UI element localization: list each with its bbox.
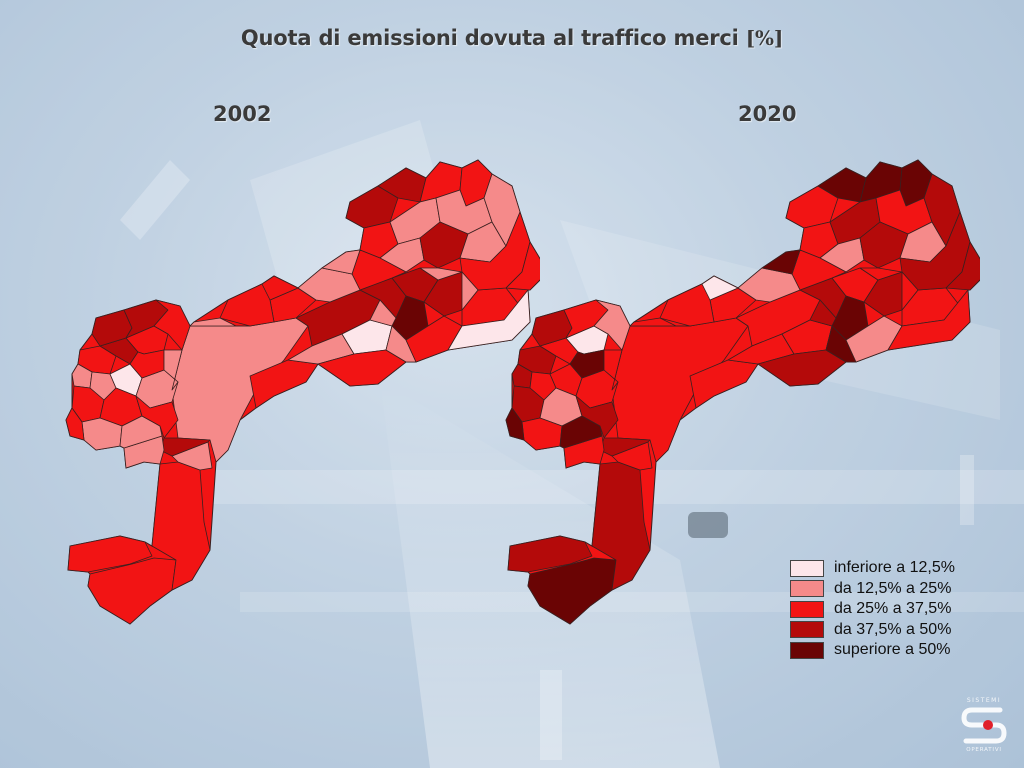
municipality-region: [887, 289, 971, 351]
legend-label: inferiore a 12,5%: [834, 559, 955, 577]
municipality-region: [629, 317, 691, 327]
municipality-region: [945, 241, 989, 291]
map-legend: inferiore a 12,5% da 12,5% a 25% da 25% …: [790, 558, 990, 661]
municipality-region: [901, 271, 919, 311]
legend-label: da 12,5% a 25%: [834, 579, 952, 597]
municipality-region: [321, 249, 361, 275]
legend-swatch: [790, 580, 824, 598]
choropleth-map-2020: [500, 150, 989, 630]
map-title-unit: [%]: [745, 26, 784, 50]
map-2020-svg: [505, 159, 989, 625]
municipality-region: [219, 283, 275, 327]
municipality-region: [659, 283, 715, 327]
legend-swatch: [790, 641, 824, 659]
svg-text:OPERATIVI: OPERATIVI: [966, 747, 1002, 753]
legend-swatch: [790, 621, 824, 639]
municipality-region: [461, 271, 479, 311]
municipality-region: [505, 407, 525, 441]
municipality-region: [575, 395, 619, 439]
legend-swatch: [790, 559, 824, 577]
municipality-region: [603, 349, 623, 391]
legend-item: inferiore a 12,5%: [790, 558, 990, 579]
municipality-region: [593, 299, 631, 351]
municipality-region: [153, 299, 191, 351]
legend-label: da 25% a 37,5%: [834, 600, 952, 618]
municipality-region: [447, 289, 531, 351]
legend-item: da 25% a 37,5%: [790, 599, 990, 620]
legend-label: superiore a 50%: [834, 641, 951, 659]
municipality-region: [419, 267, 463, 281]
municipality-region: [385, 325, 417, 363]
year-label-2020: 2020: [738, 102, 797, 126]
municipality-region: [163, 349, 183, 391]
municipality-region: [135, 395, 179, 439]
legend-label: da 37,5% a 50%: [834, 620, 952, 638]
map-2002-svg: [65, 159, 549, 625]
svg-text:SISTEMI: SISTEMI: [967, 697, 1001, 704]
municipality-region: [87, 557, 177, 625]
municipality-region: [527, 557, 617, 625]
municipality-region: [65, 407, 85, 441]
choropleth-map-2002: [60, 150, 549, 630]
municipality-region: [591, 461, 651, 591]
municipality-region: [825, 325, 857, 363]
municipality-region: [189, 317, 251, 327]
municipality-region: [67, 535, 153, 573]
legend-item: da 37,5% a 50%: [790, 620, 990, 641]
municipality-region: [507, 535, 593, 573]
legend-swatch: [790, 600, 824, 618]
year-label-2002: 2002: [213, 102, 272, 126]
map-title: Quota di emissioni dovuta al traffico me…: [0, 26, 1024, 50]
map-title-text: Quota di emissioni dovuta al traffico me…: [240, 26, 739, 50]
legend-item: da 12,5% a 25%: [790, 579, 990, 600]
municipality-region: [859, 267, 903, 281]
municipality-region: [761, 249, 801, 275]
sistemi-operativi-logo-icon: SISTEMI OPERATIVI: [961, 697, 1007, 753]
municipality-region: [505, 241, 549, 291]
legend-item: superiore a 50%: [790, 640, 990, 661]
municipality-region: [151, 461, 211, 591]
